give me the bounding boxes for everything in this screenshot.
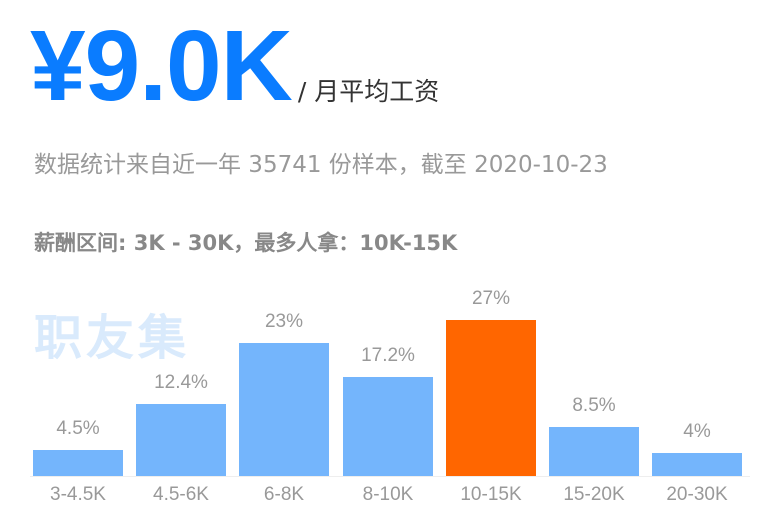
category-label: 8-10K [362, 484, 414, 505]
category-label: 4.5-6K [153, 484, 209, 505]
bar-15-20K [549, 427, 639, 476]
bar-value-label: 27% [471, 288, 511, 309]
bar-value-label: 8.5% [572, 395, 616, 416]
bar-8-10K [343, 377, 433, 476]
bar-3-4.5K [33, 450, 123, 476]
bar-20-30K [652, 453, 742, 476]
chart-baseline [30, 476, 750, 477]
average-salary-value: ¥9.0K [30, 10, 293, 122]
salary-headline: ¥9.0K / 月平均工资 [30, 16, 439, 116]
salary-range-summary: 薪酬区间: 3K - 30K，最多人拿：10K-15K [34, 231, 458, 255]
category-label: 10-15K [460, 484, 522, 505]
bar-value-label: 4% [683, 421, 711, 442]
category-label: 15-20K [563, 484, 625, 505]
data-source-note: 数据统计来自近一年 35741 份样本，截至 2020-10-23 [34, 152, 608, 178]
bar-value-label: 17.2% [361, 345, 415, 366]
bar-10-15K [446, 320, 536, 476]
category-label: 20-30K [666, 484, 728, 505]
salary-unit-label: / 月平均工资 [297, 77, 440, 106]
category-label: 6-8K [263, 484, 305, 505]
bar-6-8K [239, 343, 329, 476]
bar-value-label: 23% [264, 311, 304, 332]
bar-value-label: 4.5% [56, 418, 100, 439]
category-label: 3-4.5K [50, 484, 106, 505]
bar-value-label: 12.4% [154, 372, 208, 393]
bar-4.5-6K [136, 404, 226, 476]
watermark-logo: 职友集 [34, 310, 191, 366]
